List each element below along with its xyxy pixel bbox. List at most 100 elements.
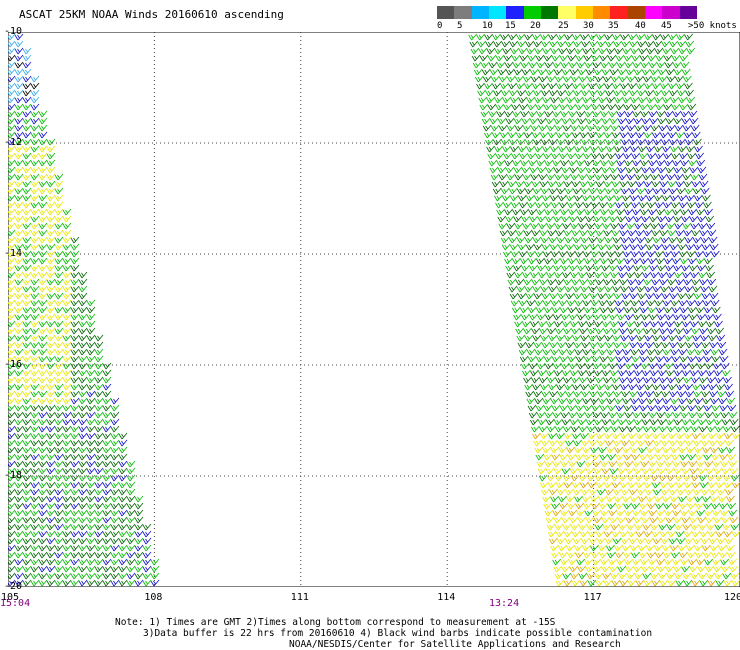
latitude-label: -18 [4,470,23,481]
wind-barb [491,75,500,83]
wind-barb [8,425,16,433]
wind-barb [644,383,653,391]
wind-barb [672,110,682,118]
wind-barb [14,201,24,209]
wind-barb [621,390,631,398]
wind-barb [558,96,568,104]
wind-barb [660,537,670,545]
wind-barb [628,285,638,293]
wind-barb [102,523,112,531]
wind-barb [542,348,552,356]
wind-barb [619,75,628,83]
wind-barb [580,285,590,293]
wind-barb [669,40,679,48]
wind-barb [615,551,624,559]
wind-barb [603,180,613,188]
wind-barb [14,320,24,328]
wind-barb [8,306,16,314]
legend-swatch [540,6,559,19]
wind-barb [513,68,523,76]
wind-barb [714,572,724,580]
wind-barb [110,551,120,559]
wind-barb [46,376,56,384]
wind-barb [691,425,700,433]
wind-barb [54,537,64,545]
wind-barb [502,145,511,153]
wind-barb [598,96,608,104]
wind-barb [697,166,707,174]
wind-barb [62,453,72,461]
wind-barb [38,299,48,307]
wind-barb [94,537,104,545]
wind-barb [536,110,546,118]
wind-barb [695,201,704,209]
wind-barb [102,369,112,377]
wind-barb [488,110,498,118]
wind-barb [612,33,621,41]
wind-barb [642,369,651,377]
wind-barb [86,551,96,559]
wind-barb [577,418,587,426]
wind-barb [570,523,580,531]
wind-barb [499,180,509,188]
wind-barb [22,54,32,62]
wind-barb [70,383,80,391]
wind-barb [612,383,621,391]
wind-barb [94,411,104,419]
wind-barb [593,313,602,321]
wind-barb [676,537,686,545]
wind-barb [610,572,620,580]
wind-barb [575,306,585,314]
wind-barb [531,131,541,139]
wind-barb [22,110,32,118]
wind-barb [559,54,569,62]
wind-barb [720,460,730,468]
wind-barb [590,96,600,104]
wind-barb [650,124,660,132]
wind-barb [70,278,80,286]
wind-barb [668,236,678,244]
wind-barb [518,194,527,202]
wind-barb [543,453,553,461]
wind-barb [559,502,568,510]
wind-barb [94,579,104,587]
wind-barb [703,453,713,461]
wind-barb [587,180,597,188]
legend-swatch [610,6,628,19]
wind-barb [54,194,64,202]
wind-barb [70,390,80,398]
wind-barb [70,362,80,370]
wind-barb [86,299,96,307]
wind-barb [592,558,601,566]
wind-barb [728,460,738,468]
wind-barb [54,572,64,580]
wind-barb [14,341,24,349]
wind-barb [30,425,40,433]
wind-barb [627,229,637,237]
wind-barb [54,222,64,230]
wind-barb [637,89,646,97]
wind-barb [522,124,532,132]
wind-barb [679,502,688,510]
wind-barb [94,488,104,496]
wind-barb [627,530,637,538]
wind-barb [569,418,579,426]
wind-barb [571,425,580,433]
wind-barb [502,47,512,55]
wind-barb [643,180,653,188]
wind-barb [62,425,72,433]
wind-barb [78,551,88,559]
wind-barb [511,306,521,314]
wind-barb [572,236,582,244]
wind-barb [597,439,606,447]
wind-barb [591,404,601,412]
wind-barb [46,488,56,496]
wind-barb [673,467,683,475]
wind-barb [680,110,690,118]
wind-barb [532,432,541,440]
wind-barb [621,439,630,447]
wind-barb [617,467,627,475]
wind-barb [14,271,24,279]
wind-barb [526,397,536,405]
wind-barb [94,432,104,440]
